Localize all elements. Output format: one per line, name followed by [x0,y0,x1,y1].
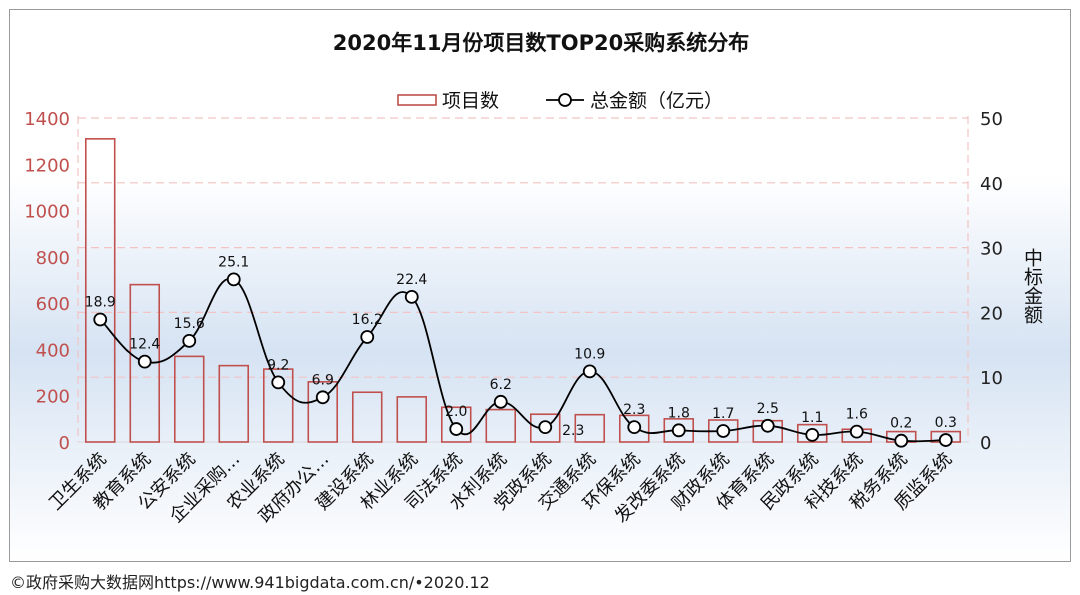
data-label: 1.1 [801,410,823,426]
legend-line-label: 总金额（亿元） [590,90,723,112]
data-label: 2.3 [562,423,584,439]
bar [129,283,161,443]
data-point [538,420,553,434]
data-label: 0.3 [935,415,957,431]
data-point [582,364,597,379]
bar [396,396,428,443]
y-left-tick-label: 1200 [24,155,70,176]
data-point [404,289,419,304]
bar-series [84,138,962,443]
data-point [271,375,286,390]
data-label: 6.9 [312,372,334,388]
bar [796,423,828,443]
data-point [760,418,775,433]
bar [574,413,606,443]
bar [218,364,250,443]
y-right-axis-title: 中标金额 [1021,248,1043,324]
y-right-tick-label: 30 [980,239,1003,260]
data-point [805,427,820,442]
data-point [627,420,642,434]
bar [529,413,561,443]
chart: 2020年11月份项目数TOP20采购系统分布 18.9 12.4 15.6 25.1… [24,31,1043,527]
data-label: 2.5 [757,401,779,417]
data-point [93,312,108,327]
data-label: 6.2 [490,377,512,393]
data-point [182,334,197,348]
data-label: 25.1 [218,254,249,270]
data-label: 18.9 [85,295,116,311]
data-point [671,423,686,438]
data-point [849,424,864,439]
data-point [360,330,375,344]
bar [485,408,517,443]
data-point [226,272,241,287]
axes: 0 200 400 600 800 1000 1200 1400 0 10 20 30 40 50 中标金额… [24,109,1043,527]
data-label: 15.6 [174,316,205,332]
data-label: 10.9 [574,346,605,362]
data-label: 2.0 [445,404,467,420]
y-left-tick-label: 1400 [24,109,70,130]
y-right-tick-label: 20 [980,303,1003,324]
data-point [493,394,508,409]
data-point [449,422,464,436]
bar [307,381,339,443]
y-right-tick-label: 50 [980,109,1003,130]
data-point [938,433,953,447]
data-point [894,433,909,448]
y-left-tick-label: 200 [36,387,70,408]
y-right-tick-label: 10 [980,368,1003,389]
bar [173,355,205,443]
data-label: 1.8 [668,405,690,421]
data-label: 22.4 [396,272,427,288]
data-point [137,354,152,369]
data-label: 1.6 [846,407,868,423]
y-left-tick-label: 0 [59,433,70,454]
bar [351,391,383,443]
data-point [315,390,330,405]
y-right-tick-label: 0 [980,433,991,454]
legend-line-marker [558,93,572,107]
bar [262,368,294,443]
y-right-tick-label: 40 [980,174,1003,195]
chart-title: 2020年11月份项目数TOP20采购系统分布 [333,31,749,55]
line-series: 18.9 12.4 15.6 25.1 9.2 6.9 16.2 22.4 2.0 6.2 2.3 1… [85,254,957,448]
data-label: 9.2 [267,357,289,373]
legend-bar-swatch [397,94,437,106]
data-point [716,424,731,438]
gridlines [77,116,969,443]
chart-frame: 2020年11月份项目数TOP20采购系统分布 18.9 12.4 15.6 25.1… [9,9,1071,562]
y-left-tick-label: 800 [36,248,70,269]
footer-credit: ©政府采购大数据网https://www.941bigdata.com.cn/•… [10,573,490,592]
y-left-tick-label: 600 [36,294,70,315]
bar [84,138,116,443]
legend-bar-label: 项目数 [442,90,499,112]
data-label: 0.2 [890,416,912,432]
data-label: 12.4 [129,337,160,353]
data-label: 1.7 [712,406,734,422]
y-left-tick-label: 1000 [24,202,70,223]
bar [440,406,472,443]
legend: 项目数 总金额（亿元） [397,90,723,112]
data-label: 2.3 [623,402,645,418]
bar [618,414,650,443]
data-label: 16.2 [352,312,383,328]
y-left-tick-label: 400 [36,340,70,361]
